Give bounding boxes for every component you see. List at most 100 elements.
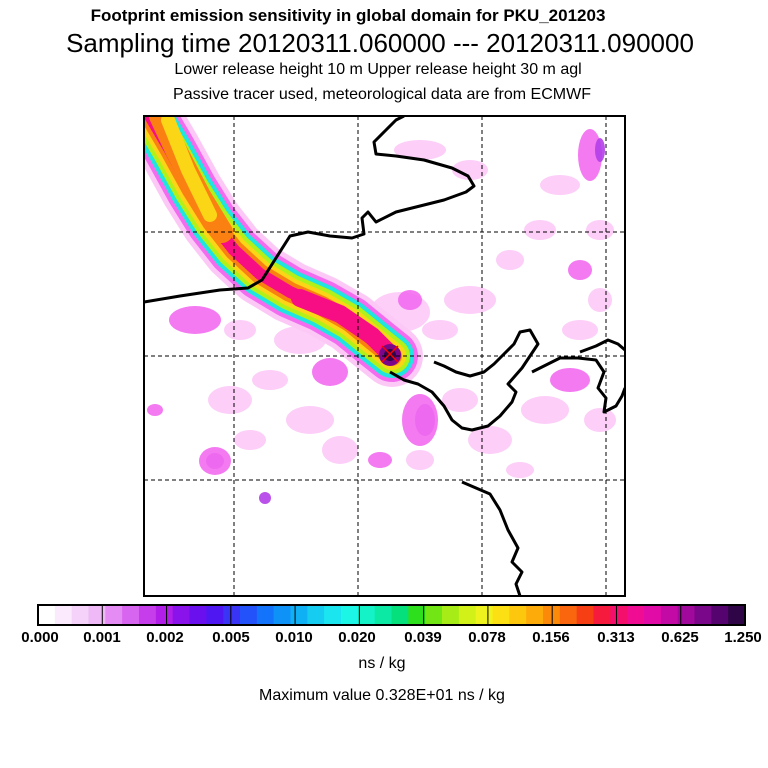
colorbar-cell xyxy=(189,605,207,625)
sensitivity-patch xyxy=(595,138,605,162)
graticule xyxy=(144,116,625,596)
sensitivity-patch xyxy=(234,430,266,450)
sensitivity-patch xyxy=(259,492,271,504)
colorbar-cell xyxy=(576,605,595,625)
sensitivity-patch xyxy=(402,394,438,446)
sensitivity-field xyxy=(144,116,616,504)
colorbar-cell xyxy=(475,605,494,625)
coastline-east xyxy=(531,356,625,414)
colorbar-tick-label: 0.078 xyxy=(468,629,506,646)
colorbar-cell xyxy=(694,605,712,625)
sensitivity-patch xyxy=(540,175,580,195)
sensitivity-patch xyxy=(524,220,556,240)
sensitivity-patch xyxy=(550,368,590,392)
sensitivity-patch xyxy=(147,404,163,416)
colorbar-tick-label: 1.250 xyxy=(724,629,762,646)
colorbar-tick-label: 0.010 xyxy=(275,629,313,646)
colorbar-cell xyxy=(509,605,527,625)
colorbar-cell xyxy=(677,605,696,625)
sensitivity-patch xyxy=(568,260,592,280)
colorbar-cell xyxy=(71,605,90,625)
coastline-bay xyxy=(579,338,625,354)
colorbar-cells xyxy=(38,605,746,625)
colorbar-cell xyxy=(307,605,325,625)
sensitivity-patch xyxy=(312,358,348,386)
colorbar-cell xyxy=(172,605,191,625)
sensitivity-patch xyxy=(562,320,598,340)
sensitivity-patch xyxy=(208,386,252,414)
title-tracer-info: Passive tracer used, meteorological data… xyxy=(173,86,591,103)
coastline-peninsula xyxy=(389,328,540,432)
colorbar-cell xyxy=(728,605,746,625)
colorbar-cell xyxy=(458,605,477,625)
colorbar-cell xyxy=(442,605,460,625)
colorbar-tick-label: 0.625 xyxy=(661,629,699,646)
colorbar-cell xyxy=(324,605,342,625)
release-site-marker xyxy=(381,345,399,363)
plume-contour xyxy=(291,289,399,363)
colorbar-cell xyxy=(627,605,645,625)
sensitivity-patch xyxy=(368,452,392,468)
sensitivity-patch xyxy=(322,436,358,464)
colorbar-tick-label: 0.039 xyxy=(404,629,442,646)
colorbar xyxy=(37,604,746,626)
colorbar-cell xyxy=(223,605,241,625)
sensitivity-patch xyxy=(506,462,534,478)
colorbar-cell xyxy=(559,605,578,625)
sensitivity-patch xyxy=(398,290,422,310)
colorbar-cell xyxy=(240,605,258,625)
colorbar-dividers xyxy=(101,605,682,625)
colorbar-cell xyxy=(206,605,224,625)
low-sensitivity-patches xyxy=(147,129,616,504)
sensitivity-patch xyxy=(422,320,458,340)
colorbar-tick-label: 0.156 xyxy=(532,629,570,646)
sensitivity-patch xyxy=(578,129,602,181)
coastlines xyxy=(144,116,625,596)
colorbar-cell xyxy=(122,605,140,625)
border-line xyxy=(144,116,476,304)
colorbar-cell xyxy=(357,605,376,625)
coastline-south xyxy=(461,480,524,596)
colorbar-cell xyxy=(139,605,157,625)
sensitivity-patch xyxy=(452,160,488,180)
colorbar-cell xyxy=(155,605,174,625)
colorbar-tick-label: 0.005 xyxy=(212,629,250,646)
sensitivity-patch xyxy=(286,406,334,434)
colorbar-cell xyxy=(88,605,106,625)
sensitivity-patch xyxy=(252,370,288,390)
sensitivity-patch xyxy=(394,140,446,160)
colorbar-cell xyxy=(290,605,308,625)
colorbar-cell xyxy=(644,605,662,625)
sensitivity-patch xyxy=(224,320,256,340)
sensitivity-patch xyxy=(496,250,524,270)
sensitivity-patch xyxy=(468,426,512,454)
colorbar-tick-label: 0.313 xyxy=(597,629,635,646)
sensitivity-patch xyxy=(442,388,478,412)
colorbar-cell xyxy=(526,605,544,625)
sensitivity-patch xyxy=(586,220,614,240)
colorbar-frame xyxy=(37,604,746,626)
colorbar-cell xyxy=(256,605,275,625)
sensitivity-patch xyxy=(169,306,221,334)
colorbar-cell xyxy=(38,605,56,625)
colorbar-cell xyxy=(273,605,292,625)
maximum-value-text: Maximum value 0.328E+01 ns / kg xyxy=(259,687,505,704)
colorbar-cell xyxy=(593,605,611,625)
colorbar-cell xyxy=(105,605,123,625)
colorbar-cell xyxy=(54,605,73,625)
colorbar-cell xyxy=(391,605,409,625)
colorbar-cell xyxy=(711,605,729,625)
colorbar-units: ns / kg xyxy=(358,655,406,672)
footprint-map xyxy=(143,115,626,597)
plume xyxy=(144,116,423,387)
sensitivity-patch xyxy=(444,286,496,314)
title-line-domain: Footprint emission sensitivity in global… xyxy=(90,6,606,25)
colorbar-tick-label: 0.002 xyxy=(146,629,184,646)
colorbar-cell xyxy=(408,605,426,625)
sensitivity-patch xyxy=(199,447,231,475)
colorbar-tick-label: 0.000 xyxy=(21,629,59,646)
sensitivity-patch xyxy=(406,450,434,470)
sensitivity-patch xyxy=(521,396,569,424)
colorbar-cell xyxy=(660,605,679,625)
plume-contour xyxy=(161,116,217,222)
